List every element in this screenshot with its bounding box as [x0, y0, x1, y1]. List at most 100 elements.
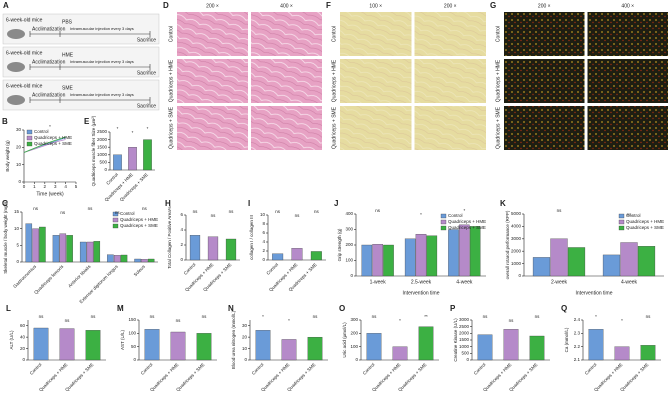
y-tick-label: 0: [133, 357, 136, 362]
scheme-start: Acclimatization: [32, 92, 66, 98]
y-tick-label: 300: [350, 317, 358, 322]
scheme-end: Sacrifice: [137, 103, 156, 109]
significance-label: ns: [229, 209, 235, 214]
x-tick-label: 2.5-week: [411, 279, 432, 285]
legend-label: Quadriceps + SME: [448, 225, 486, 230]
bar: [383, 244, 394, 277]
legend-swatch: [26, 129, 33, 135]
bar: [529, 335, 545, 361]
significance-label: ns: [176, 318, 182, 323]
legend-swatch: [26, 135, 33, 141]
panel-label: I: [248, 199, 250, 208]
y-tick-label: 60: [20, 323, 26, 328]
y-tick-label: 500: [461, 351, 469, 356]
bar: [366, 333, 382, 361]
y-tick-label: 2: [180, 242, 183, 247]
y-tick-label: 2500: [459, 324, 470, 329]
y-tick-label: 10: [16, 162, 22, 167]
bar: [361, 244, 373, 277]
legend-swatch: [440, 213, 447, 219]
column-header: 200 ×: [444, 3, 457, 9]
bar: [33, 327, 49, 361]
bar: [392, 346, 408, 361]
y-tick-label: 1000: [97, 152, 108, 157]
significance-label: ns: [33, 206, 39, 211]
y-tick-label: 2000: [459, 331, 470, 336]
significance-label: ns: [646, 314, 652, 319]
significance-label: *: [132, 130, 134, 135]
panel-label: H: [165, 199, 171, 208]
bar: [459, 224, 470, 277]
y-axis-label: Quadriceps muscle fiber Size (μm²): [91, 115, 96, 186]
scheme-box: [2, 79, 160, 111]
micrograph-texture: [177, 59, 248, 103]
significance-label: *: [595, 314, 597, 319]
panel-label: K: [500, 199, 506, 208]
bar: [614, 346, 630, 361]
y-tick-label: 0: [355, 357, 358, 362]
row-label: Control: [331, 26, 337, 42]
scheme-box: [2, 13, 160, 45]
legend-label: Quadriceps + SME: [626, 225, 664, 230]
mouse-age: 6-week-old mice: [6, 83, 43, 89]
x-tick-label: Quadriceps + SME: [619, 362, 649, 392]
y-tick-label: 4: [180, 227, 183, 232]
x-tick-label: Control: [140, 362, 154, 376]
legend-label: Quadriceps + HME: [120, 217, 158, 222]
bar: [291, 248, 303, 261]
x-tick-label: Quadriceps + SME: [286, 362, 316, 392]
micrograph-texture: [177, 12, 248, 56]
y-tick-label: 15: [14, 209, 20, 214]
bar: [602, 254, 621, 277]
y-axis-label: Ca (mmol/L): [564, 327, 569, 352]
micrograph-texture: [251, 59, 322, 103]
column-header: 400 ×: [621, 3, 634, 9]
y-tick-label: 0: [350, 273, 353, 278]
y-tick-label: 2.1: [574, 357, 581, 362]
bar: [588, 329, 604, 361]
y-tick-label: 2.2: [574, 344, 581, 349]
significance-label: ns: [535, 314, 541, 319]
y-tick-label: 2.4: [574, 317, 581, 322]
legend-label: Control: [34, 129, 49, 134]
x-tick-label: Soleus: [133, 263, 147, 277]
y-tick-label: 8: [262, 221, 265, 226]
bar: [426, 235, 438, 277]
significance-label: *: [288, 318, 290, 323]
x-tick-label: Control: [183, 262, 197, 276]
bar: [134, 258, 141, 263]
x-tick-label: 2-week: [551, 279, 568, 285]
bar: [281, 339, 297, 361]
x-tick-label: Quadriceps + SME: [119, 172, 149, 202]
bar: [143, 139, 152, 171]
bar: [272, 253, 284, 261]
panel-label: M: [117, 304, 124, 313]
significance-label: *: [621, 318, 623, 323]
bar: [113, 255, 121, 263]
y-axis-label: Creatine Kinase (U/L): [453, 318, 458, 362]
y-tick-label: 0: [180, 257, 183, 262]
scheme-box: [2, 46, 160, 78]
significance-label: *: [262, 314, 264, 319]
y-tick-label: 400: [345, 211, 353, 216]
x-axis-label: Intervention time: [403, 290, 440, 296]
panel-label: L: [6, 304, 11, 313]
x-tick-label: 3: [54, 184, 57, 189]
row-label: Quadriceps + SME: [168, 106, 174, 149]
column-header: 200 ×: [538, 3, 551, 9]
legend-label: Quadriceps + HME: [34, 135, 72, 140]
significance-label: ns: [295, 213, 301, 218]
y-tick-label: 3000: [459, 317, 470, 322]
significance-label: *: [117, 126, 119, 131]
bar: [550, 238, 568, 277]
x-tick-label: Control: [362, 362, 376, 376]
y-axis-label: AST (U/L): [120, 330, 125, 350]
panel-label: G: [490, 1, 496, 10]
bar: [469, 226, 481, 277]
y-axis-label: Skeletal muscle / body weight (mg/g): [3, 200, 8, 274]
y-tick-label: 0: [18, 179, 21, 184]
legend-label: Quadriceps + HME: [626, 219, 664, 224]
scheme-agent: PBS: [62, 19, 73, 25]
bar: [141, 259, 148, 263]
bar: [620, 242, 638, 277]
